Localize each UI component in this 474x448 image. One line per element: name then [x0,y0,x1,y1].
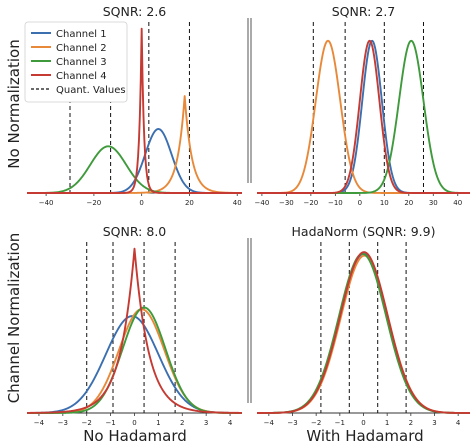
x-tick-label: 4 [456,419,461,427]
col-label-left: No Hadamard [83,427,187,445]
x-tick-label: −40 [39,199,54,207]
legend-label-channel-1: Channel 1 [56,29,107,40]
x-tick-label: 40 [453,199,462,207]
legend-label-channel-2: Channel 2 [56,43,107,54]
x-tick-label: −3 [58,419,68,427]
series-line-channel-2 [26,308,243,414]
x-tick-label: 30 [429,199,438,207]
x-tick-label: −10 [328,199,343,207]
x-tick-label: −1 [105,419,115,427]
x-tick-label: −4 [264,419,275,427]
x-tick-label: −3 [287,419,297,427]
x-tick-label: −40 [255,199,270,207]
series-line-channel-2 [256,254,471,414]
series-line-channel-4 [256,251,471,414]
panel-title: SQNR: 8.0 [103,224,167,239]
x-tick-label: −2 [82,419,92,427]
x-tick-label: 3 [432,419,436,427]
legend-box [24,21,128,103]
series-line-channel-3 [256,252,471,414]
series-line-channel-4 [256,39,471,194]
series-line-channel-3 [26,306,243,414]
legend: Channel 1 Channel 2 Channel 3 Channel 4 … [24,21,128,103]
panel-bottom-right: HadaNorm (SQNR: 9.9) −4 −3 −2 −1 0 1 2 3 4 [250,224,471,427]
x-tick-label: 2 [180,419,184,427]
x-tick-label: 4 [228,419,233,427]
panel-title: SQNR: 2.6 [103,4,167,19]
x-tick-label: −1 [335,419,345,427]
x-tick-label: 1 [156,419,160,427]
x-tick-label: 1 [385,419,389,427]
panel-top-right: SQNR: 2.7 −40 −30 −20 −10 0 10 20 30 40 [250,4,471,207]
panel-bottom-left: SQNR: 8.0 −4 −3 −2 −1 0 1 2 3 4 [26,224,249,427]
panel-title: HadaNorm (SQNR: 9.9) [292,224,436,239]
x-tick-label: −30 [279,199,294,207]
x-tick-label: 20 [404,199,413,207]
series-line-channel-1 [26,315,243,414]
series-line-channel-4 [26,27,243,194]
x-tick-label: 20 [185,199,194,207]
panel-title: SQNR: 2.7 [332,4,396,19]
x-tick-label: 0 [361,419,365,427]
panel-top-left: SQNR: 2.6 −40 −20 0 20 40 [26,4,249,207]
legend-label-quant-values: Quant. Values [56,85,126,96]
x-tick-label: 0 [139,199,143,207]
x-tick-label: −20 [86,199,101,207]
row-label-top: No Normalization [5,39,23,168]
x-tick-label: −2 [311,419,321,427]
x-tick-label: 0 [358,199,362,207]
col-label-right: With Hadamard [306,427,423,445]
x-tick-label: 0 [132,419,136,427]
legend-label-channel-3: Channel 3 [56,57,107,68]
x-tick-label: −20 [303,199,318,207]
row-label-bottom: Channel Normalization [5,233,23,404]
x-tick-label: −4 [34,419,45,427]
x-tick-label: 3 [204,419,208,427]
x-tick-label: 10 [380,199,389,207]
x-tick-label: 2 [409,419,413,427]
x-tick-label: 40 [233,199,242,207]
legend-label-channel-4: Channel 4 [56,71,107,82]
series-line-channel-4 [26,247,243,414]
series-line-channel-1 [256,252,471,414]
